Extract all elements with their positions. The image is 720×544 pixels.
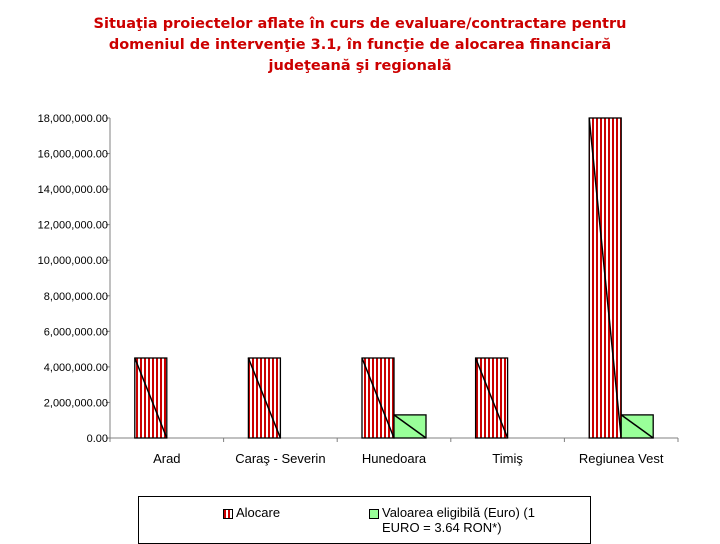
y-tick-label: 14,000,000.00 <box>38 184 108 196</box>
y-tick-label: 6,000,000.00 <box>44 326 108 338</box>
title-line-3: judeţeană şi regională <box>268 58 452 74</box>
chart-title: Situaţia proiectelor aflate în curs de e… <box>60 14 660 77</box>
title-line-1: Situaţia proiectelor aflate în curs de e… <box>93 16 627 32</box>
legend-item-alocare: Alocare <box>223 505 280 520</box>
x-category-label: Timiş <box>492 451 523 466</box>
bar-valoarea-eligibila-diagonal <box>393 414 427 439</box>
y-tick-label: 2,000,000.00 <box>44 397 108 409</box>
bar-alocare-diagonal <box>474 357 509 439</box>
y-tick-label: 4,000,000.00 <box>44 362 108 374</box>
y-tick-label: 10,000,000.00 <box>38 255 108 267</box>
title-line-2: domeniul de intervenţie 3.1, în funcţie … <box>108 37 612 53</box>
bar-alocare-diagonal <box>247 357 282 439</box>
legend-swatch-valoarea-eligibila <box>369 509 379 519</box>
y-tick-label: 0.00 <box>87 433 108 445</box>
x-category-label: Arad <box>153 451 180 466</box>
legend-item-valoarea-eligibila: Valoarea eligibilă (Euro) (1 EURO = 3.64… <box>369 505 569 535</box>
legend: Alocare Valoarea eligibilă (Euro) (1 EUR… <box>138 496 591 544</box>
bar-chart: 18,000,000.00 16,000,000.00 14,000,000.00 1… <box>38 113 679 466</box>
bar-alocare-diagonal <box>361 357 395 439</box>
y-tick-label: 8,000,000.00 <box>44 291 108 303</box>
y-tick-label: 16,000,000.00 <box>38 149 108 161</box>
y-tick-label: 18,000,000.00 <box>38 113 108 125</box>
x-category-label: Caraş - Severin <box>235 451 325 466</box>
legend-swatch-alocare <box>223 509 233 519</box>
bar-alocare-diagonal <box>134 357 168 439</box>
bar-alocare-diagonal <box>588 117 622 439</box>
x-category-label: Hunedoara <box>362 451 427 466</box>
x-category-label: Regiunea Vest <box>579 451 664 466</box>
legend-label-valoarea-eligibila: Valoarea eligibilă (Euro) (1 EURO = 3.64… <box>382 505 535 535</box>
y-tick-label: 12,000,000.00 <box>38 220 108 232</box>
bar-valoarea-eligibila-diagonal <box>620 414 654 439</box>
legend-label-alocare: Alocare <box>236 505 281 520</box>
